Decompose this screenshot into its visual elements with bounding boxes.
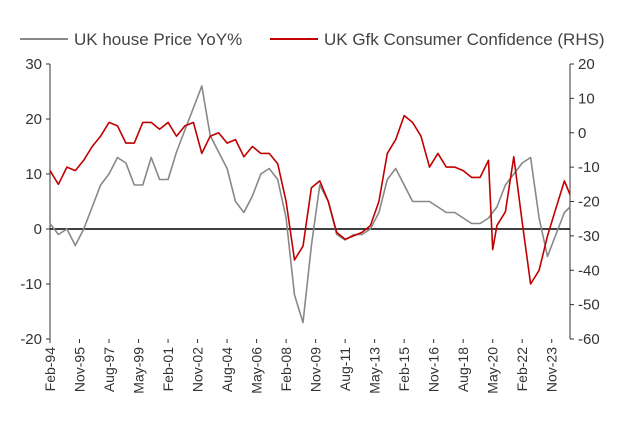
x-tick-label: Feb-94 <box>42 347 58 392</box>
x-tick-label: May-06 <box>249 347 265 394</box>
right-tick-label: -50 <box>578 297 600 314</box>
x-tick-label: Nov-23 <box>544 347 560 392</box>
right-ticks: 20 10 0 -10 -20 -30 -40 -50 -60 <box>570 56 600 348</box>
right-tick-label: -30 <box>578 228 600 245</box>
x-tick-label: May-13 <box>367 347 383 394</box>
legend-label-confidence: UK Gfk Consumer Confidence (RHS) <box>324 30 605 49</box>
legend: UK house Price YoY% UK Gfk Consumer Conf… <box>20 30 605 49</box>
x-tick-label: Nov-95 <box>72 347 88 392</box>
x-tick-label: May-99 <box>131 347 147 394</box>
left-tick-label: 30 <box>25 56 42 73</box>
right-tick-label: -10 <box>578 159 600 176</box>
series-line-confidence <box>49 114 571 285</box>
x-tick-label: Aug-18 <box>455 347 471 392</box>
right-tick-label: -60 <box>578 331 600 348</box>
x-tick-label: Feb-15 <box>396 347 412 392</box>
x-tick-label: Feb-22 <box>514 347 530 392</box>
x-tick-label: Nov-09 <box>308 347 324 392</box>
x-tick-label: Aug-97 <box>101 347 117 392</box>
right-tick-label: 0 <box>578 125 586 142</box>
left-tick-label: 10 <box>25 166 42 183</box>
x-tick-label: Nov-16 <box>426 347 442 392</box>
x-tick-label: Feb-08 <box>278 347 294 392</box>
left-tick-label: 0 <box>34 221 42 238</box>
right-tick-label: 20 <box>578 56 595 73</box>
x-ticks: Feb-94 Nov-95 Aug-97 May-99 Feb-01 Nov-02 Aug-… <box>42 339 560 394</box>
left-tick-label: -20 <box>20 331 42 348</box>
x-tick-label: May-20 <box>485 347 501 394</box>
right-tick-label: 10 <box>578 90 595 107</box>
left-tick-label: 20 <box>25 111 42 128</box>
left-tick-label: -10 <box>20 276 42 293</box>
x-tick-label: Aug-11 <box>337 347 353 391</box>
left-ticks: 30 20 10 0 -10 -20 <box>20 56 50 348</box>
series-layer <box>49 85 571 324</box>
x-tick-label: Aug-04 <box>219 347 235 392</box>
x-tick-label: Nov-02 <box>190 347 206 392</box>
x-tick-label: Feb-01 <box>160 347 176 392</box>
right-tick-label: -40 <box>578 262 600 279</box>
series-line-house-price <box>49 85 571 324</box>
right-tick-label: -20 <box>578 194 600 211</box>
legend-label-house-price: UK house Price YoY% <box>74 30 242 49</box>
